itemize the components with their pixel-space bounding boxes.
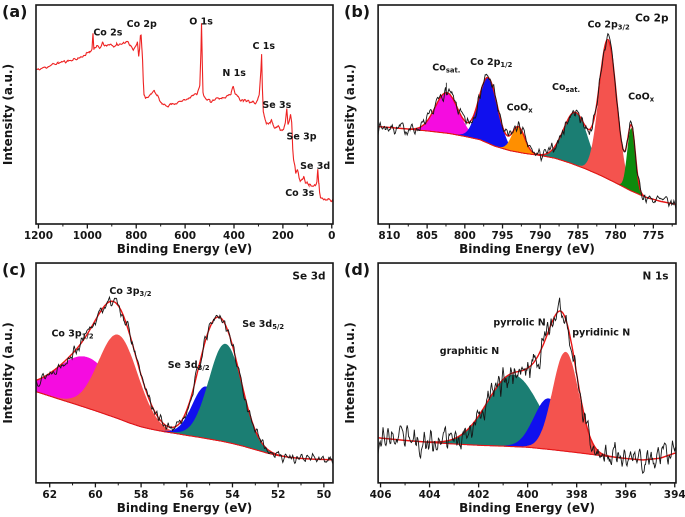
x-tick-label: 400 [223, 230, 245, 242]
raw-data-trace [378, 297, 676, 474]
peak-annotation: Cosat. [552, 82, 580, 94]
baseline-line [378, 125, 676, 205]
peak-annotation: Co 3p3/2 [109, 286, 151, 298]
peak-annotation: Se 3p [287, 132, 317, 143]
panel-a: (a) 1200 1000 800 600 400 200 0 Binding Energy … [0, 0, 342, 258]
peak-fill-coox [378, 126, 676, 205]
peak-annotation: Co 3s [285, 188, 314, 199]
x-axis-label: Binding Energy (eV) [459, 501, 595, 515]
raw-data-trace [36, 295, 333, 465]
x-tick-label: 810 [378, 230, 400, 242]
x-tick-label: 56 [179, 489, 194, 501]
x-tick-label: 790 [529, 230, 551, 242]
x-tick-label: 795 [492, 230, 514, 242]
peak-annotation: Cosat. [432, 63, 460, 75]
peak-annotation: Co 2p [127, 19, 157, 30]
envelope-line [36, 300, 333, 461]
panel-b: (b) 810 805 800 795 790 785 780 775 Binding Ener… [342, 0, 685, 258]
peak-fill-co-3p1-2 [36, 356, 333, 461]
x-axis-label: Binding Energy (eV) [117, 242, 253, 256]
x-tick-label: 404 [419, 489, 441, 501]
raw-data-trace [378, 32, 676, 210]
x-tick-label: 600 [174, 230, 196, 242]
survey-line [36, 23, 333, 203]
x-tick-label: 805 [416, 230, 438, 242]
x-tick-label: 200 [272, 230, 294, 242]
co2p-spectrum-chart: 810 805 800 795 790 785 780 775 Binding Energy (… [343, 4, 677, 256]
panel-letter-b: (b) [344, 2, 371, 21]
peak-annotation: Co 2s [93, 27, 122, 38]
y-axis-label: Intensity (a.u.) [1, 64, 15, 165]
x-tick-label: 400 [517, 489, 539, 501]
panel-letter-d: (d) [344, 260, 371, 279]
peak-annotation: Co 2p1/2 [470, 57, 512, 69]
x-tick-label: 394 [664, 489, 685, 501]
plot-frame [377, 262, 677, 484]
corner-label: N 1s [642, 271, 668, 283]
panel-c: (c) 62 60 58 56 54 52 50 Binding Energy (eV) Int… [0, 258, 342, 517]
peak-annotation: N 1s [222, 68, 246, 79]
peak-annotation: Se 3d3/2 [168, 360, 210, 372]
peak-annotation: Se 3d5/2 [242, 319, 284, 331]
plot-area [378, 32, 676, 210]
peak-annotation: CoOx [507, 103, 534, 115]
panel-d: (d) 406 404 402 400 398 396 394 Binding Energy … [342, 258, 685, 517]
se3d-spectrum-chart: 62 60 58 56 54 52 50 Binding Energy (eV) Intensi… [1, 262, 334, 515]
plot-frame [35, 262, 334, 484]
plot-frame [377, 4, 677, 225]
x-tick-label: 1000 [73, 230, 102, 242]
peak-annotation: pyrrolic N [493, 318, 545, 329]
x-axis-label: Binding Energy (eV) [117, 501, 253, 515]
peak-annotation: graphitic N [440, 346, 500, 357]
peak-annotation: O 1s [189, 17, 213, 28]
peak-annotation: CoOx [628, 92, 655, 104]
x-tick-label: 398 [566, 489, 588, 501]
x-tick-label: 406 [370, 489, 392, 501]
x-tick-label: 60 [88, 489, 103, 501]
peak-annotation: Co 2p3/2 [588, 20, 630, 32]
n1s-spectrum-chart: 406 404 402 400 398 396 394 Binding Energy (eV)… [343, 262, 685, 515]
plot-area [378, 297, 676, 474]
x-tick-label: 780 [605, 230, 627, 242]
peak-fill-co-3p3-2 [36, 334, 333, 461]
peak-annotation: Se 3s [262, 100, 291, 111]
peak-annotation: C 1s [253, 41, 276, 52]
y-axis-label: Intensity (a.u.) [343, 322, 357, 423]
panel-letter-c: (c) [2, 260, 27, 279]
y-axis-label: Intensity (a.u.) [343, 64, 357, 165]
x-tick-label: 396 [615, 489, 637, 501]
peak-annotation: Co 3p1/2 [51, 329, 93, 341]
corner-label: Co 2p [635, 12, 669, 24]
x-tick-label: 0 [328, 230, 335, 242]
x-tick-label: 52 [271, 489, 286, 501]
panel-letter-a: (a) [2, 2, 28, 21]
plot-area [36, 23, 333, 203]
x-tick-label: 1200 [24, 230, 53, 242]
survey-spectrum-chart: 1200 1000 800 600 400 200 0 Binding Energy (eV)… [1, 4, 335, 256]
x-tick-label: 800 [454, 230, 476, 242]
x-tick-label: 775 [642, 230, 664, 242]
corner-label: Se 3d [292, 270, 325, 282]
x-tick-label: 785 [567, 230, 589, 242]
y-axis-label: Intensity (a.u.) [1, 322, 15, 423]
x-tick-label: 800 [125, 230, 147, 242]
x-tick-label: 402 [468, 489, 490, 501]
plot-area [36, 295, 333, 465]
x-tick-label: 50 [317, 489, 332, 501]
peak-annotation: Se 3d [300, 161, 330, 172]
peak-annotation: pyridinic N [572, 328, 630, 339]
x-tick-label: 54 [225, 489, 240, 501]
x-tick-label: 62 [42, 489, 57, 501]
x-axis-label: Binding Energy (eV) [459, 242, 595, 256]
x-tick-label: 58 [134, 489, 149, 501]
